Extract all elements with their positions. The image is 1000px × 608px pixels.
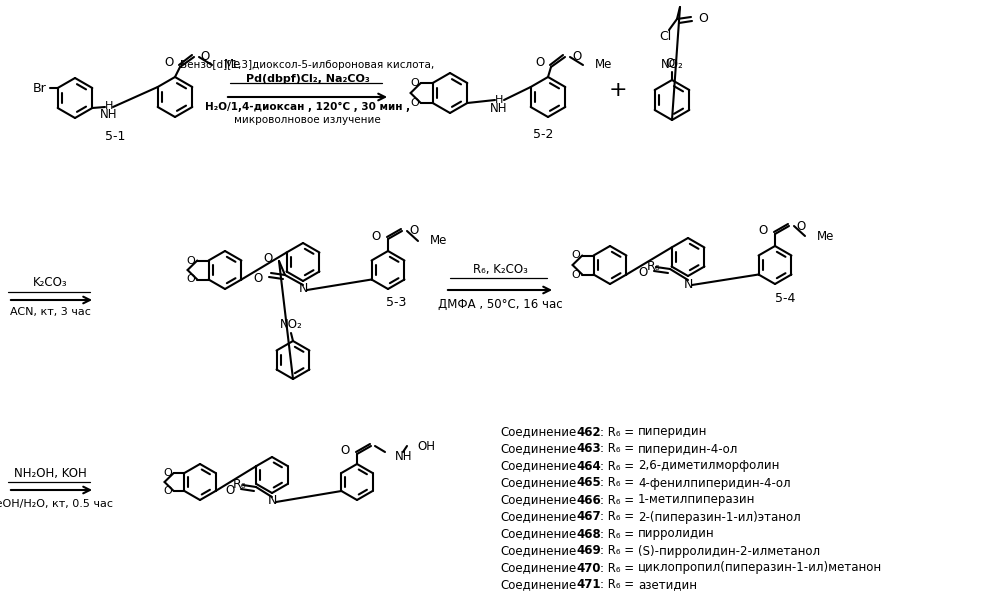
Text: H: H <box>105 101 113 111</box>
Text: Соединение: Соединение <box>500 443 576 455</box>
Text: 470: 470 <box>576 562 600 575</box>
Text: Me: Me <box>224 58 241 72</box>
Text: : R₆ =: : R₆ = <box>600 426 634 438</box>
Text: 464: 464 <box>576 460 601 472</box>
Text: Br: Br <box>33 81 47 94</box>
Text: : R₆ =: : R₆ = <box>600 528 634 541</box>
Text: 468: 468 <box>576 528 601 541</box>
Text: O: O <box>572 269 581 280</box>
Text: O: O <box>165 57 174 69</box>
Text: NH: NH <box>395 449 413 463</box>
Text: Соединение: Соединение <box>500 511 576 523</box>
Text: Соединение: Соединение <box>500 528 576 541</box>
Text: N: N <box>267 494 277 508</box>
Text: : R₆ =: : R₆ = <box>600 578 634 592</box>
Text: пиперидин: пиперидин <box>638 426 707 438</box>
Text: 471: 471 <box>576 578 600 592</box>
Text: +: + <box>609 80 627 100</box>
Text: : R₆ =: : R₆ = <box>600 511 634 523</box>
Text: (S)-пирролидин-2-илметанол: (S)-пирролидин-2-илметанол <box>638 545 820 558</box>
Text: пиперидин-4-ол: пиперидин-4-ол <box>638 443 738 455</box>
Text: 467: 467 <box>576 511 601 523</box>
Text: O: O <box>759 224 768 238</box>
Text: : R₆ =: : R₆ = <box>600 562 634 575</box>
Text: N: N <box>298 283 308 295</box>
Text: Соединение: Соединение <box>500 545 576 558</box>
Text: 1-метилпиперазин: 1-метилпиперазин <box>638 494 755 506</box>
Text: 5-3: 5-3 <box>386 297 406 309</box>
Text: микроволновое излучение: микроволновое излучение <box>234 115 381 125</box>
Text: O: O <box>200 50 209 63</box>
Text: 466: 466 <box>576 494 601 506</box>
Text: H: H <box>495 95 503 105</box>
Text: O: O <box>226 485 235 497</box>
Text: O: O <box>254 272 263 286</box>
Text: 5-2: 5-2 <box>533 128 553 142</box>
Text: O: O <box>264 252 273 266</box>
Text: : R₆ =: : R₆ = <box>600 545 634 558</box>
Text: : R₆ =: : R₆ = <box>600 443 634 455</box>
Text: 4-фенилпиперидин-4-ол: 4-фенилпиперидин-4-ол <box>638 477 791 489</box>
Text: Me: Me <box>817 229 834 243</box>
Text: O: O <box>372 229 381 243</box>
Text: 465: 465 <box>576 477 601 489</box>
Text: R₆: R₆ <box>232 477 246 491</box>
Text: 2-(пиперазин-1-ил)этанол: 2-(пиперазин-1-ил)этанол <box>638 511 801 523</box>
Text: NO₂: NO₂ <box>661 58 683 71</box>
Text: 5-1: 5-1 <box>105 130 125 142</box>
Text: 5-4: 5-4 <box>775 291 795 305</box>
Text: : R₆ =: : R₆ = <box>600 460 634 472</box>
Text: Соединение: Соединение <box>500 460 576 472</box>
Text: O: O <box>796 219 805 232</box>
Text: Соединение: Соединение <box>500 426 576 438</box>
Text: NH: NH <box>490 102 508 114</box>
Text: O: O <box>341 444 350 457</box>
Text: ACN, кт, 3 час: ACN, кт, 3 час <box>10 307 90 317</box>
Text: R₆: R₆ <box>646 260 660 272</box>
Text: OH: OH <box>417 440 435 452</box>
Text: Me: Me <box>430 235 447 247</box>
Text: O: O <box>536 57 545 69</box>
Text: NH₂OH, KOH: NH₂OH, KOH <box>14 466 86 480</box>
Text: O: O <box>666 57 675 70</box>
Text: O: O <box>572 250 581 260</box>
Text: Соединение: Соединение <box>500 578 576 592</box>
Text: K₂CO₃: K₂CO₃ <box>33 277 67 289</box>
Text: пирролидин: пирролидин <box>638 528 715 541</box>
Text: O: O <box>187 255 196 266</box>
Text: Соединение: Соединение <box>500 494 576 506</box>
Text: азетидин: азетидин <box>638 578 697 592</box>
Text: Соединение: Соединение <box>500 477 576 489</box>
Text: : R₆ =: : R₆ = <box>600 477 634 489</box>
Text: Соединение: Соединение <box>500 562 576 575</box>
Text: NH: NH <box>100 108 118 120</box>
Text: Cl: Cl <box>659 30 671 44</box>
Text: : R₆ =: : R₆ = <box>600 494 634 506</box>
Text: 463: 463 <box>576 443 601 455</box>
Text: O: O <box>410 98 419 108</box>
Text: H₂O/1,4-диоксан , 120°C , 30 мин ,: H₂O/1,4-диоксан , 120°C , 30 мин , <box>205 102 410 112</box>
Text: R₆, K₂CO₃: R₆, K₂CO₃ <box>473 263 527 277</box>
Text: 462: 462 <box>576 426 601 438</box>
Text: O: O <box>572 50 581 63</box>
Text: O: O <box>409 224 418 238</box>
Text: 469: 469 <box>576 545 601 558</box>
Text: N: N <box>683 277 693 291</box>
Text: O: O <box>187 274 196 285</box>
Text: O: O <box>410 78 419 88</box>
Text: O: O <box>163 468 172 478</box>
Text: циклопропил(пиперазин-1-ил)метанон: циклопропил(пиперазин-1-ил)метанон <box>638 562 882 575</box>
Text: 2,6-диметилморфолин: 2,6-диметилморфолин <box>638 460 779 472</box>
Text: Pd(dbpf)Cl₂, Na₂CO₃: Pd(dbpf)Cl₂, Na₂CO₃ <box>246 74 369 84</box>
Text: MeOH/H₂O, кт, 0.5 час: MeOH/H₂O, кт, 0.5 час <box>0 499 114 509</box>
Text: O: O <box>698 12 708 24</box>
Text: ДМФА , 50°C, 16 час: ДМФА , 50°C, 16 час <box>438 297 562 311</box>
Text: NO₂: NO₂ <box>280 319 302 331</box>
Text: Бензо[d][1,3]диоксол-5-илбороновая кислота,: Бензо[d][1,3]диоксол-5-илбороновая кисло… <box>180 60 435 70</box>
Text: O: O <box>639 266 648 280</box>
Text: O: O <box>163 486 172 496</box>
Text: Me: Me <box>595 58 612 72</box>
